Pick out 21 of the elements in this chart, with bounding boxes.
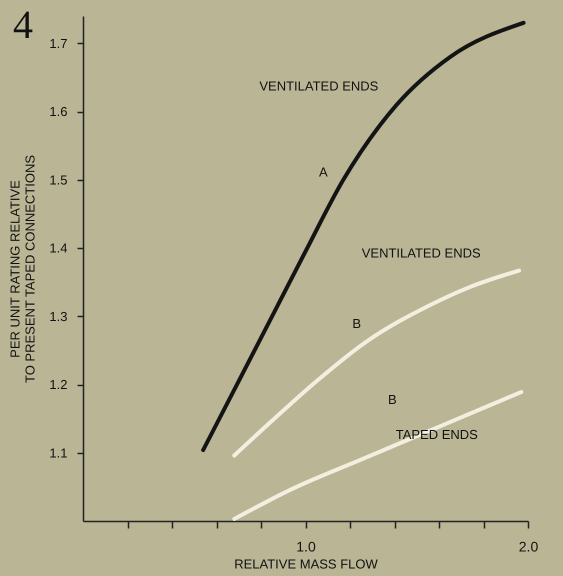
y-tick-label: 1.6	[49, 104, 68, 120]
annotation: VENTILATED ENDS	[259, 78, 379, 94]
line-series	[232, 390, 524, 521]
annotation: VENTILATED ENDS	[362, 245, 481, 260]
chart-title: 4	[13, 2, 33, 47]
y-tick-label: 1.3	[49, 308, 68, 324]
annotation: TAPED ENDS	[396, 427, 478, 442]
annotation: B	[388, 392, 397, 407]
annotation: A	[318, 164, 328, 180]
x-axis-title: RELATIVE MASS FLOW	[234, 556, 378, 572]
y-tick-label: 1.1	[49, 445, 68, 460]
annotation: B	[352, 316, 362, 332]
y-tick-label: 1.5	[49, 172, 68, 188]
line-series	[201, 20, 526, 452]
y-tick-label: 1.7	[49, 36, 68, 51]
y-axis-title: PER UNIT RATING RELATIVE TO PRESENT TAPED CONNECTIONS	[7, 154, 38, 384]
y-tick-label: 1.4	[49, 240, 68, 256]
x-tick-label: 2.0	[518, 538, 538, 554]
x-tick-label: 1.0	[296, 538, 316, 554]
line-series	[232, 268, 522, 458]
y-tick-label: 1.2	[49, 377, 68, 392]
